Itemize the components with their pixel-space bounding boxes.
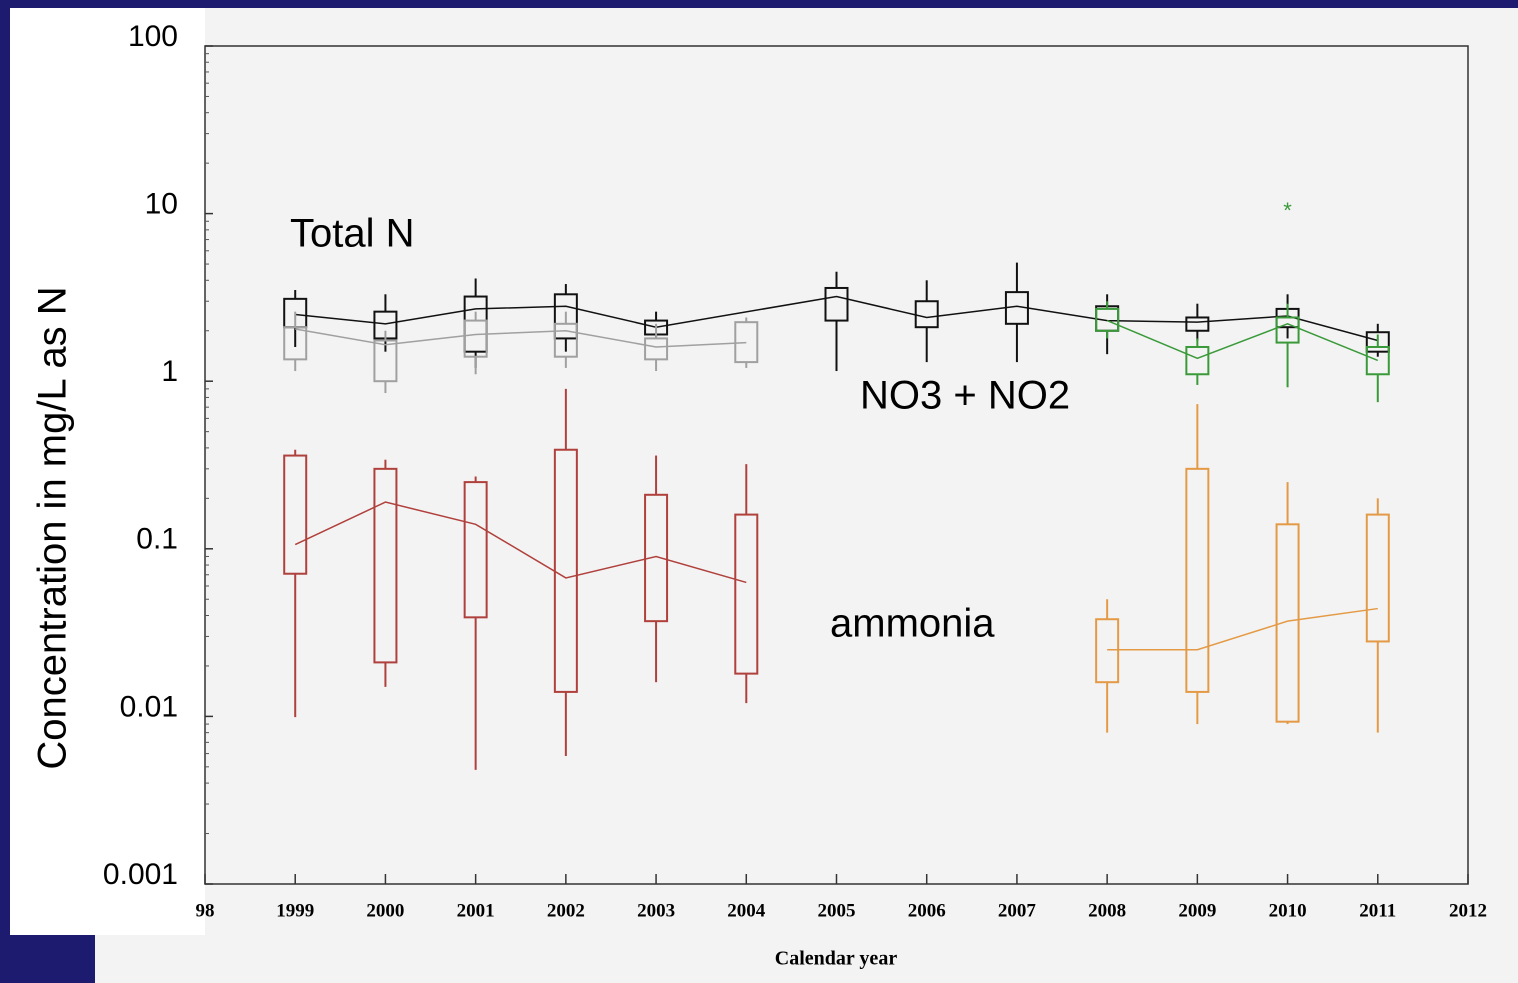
annotation: Total N	[290, 212, 415, 256]
y-axis-label: Concentration in mg/L as N	[31, 286, 75, 769]
x-tick-label: 2002	[547, 900, 585, 921]
x-tick-label: 2009	[1178, 900, 1216, 921]
x-axis-label: Calendar year	[775, 948, 898, 970]
box	[373, 339, 398, 383]
x-tick-label: 2003	[637, 900, 675, 921]
box	[644, 337, 669, 361]
corner	[10, 935, 95, 983]
y-tick-label: 100	[128, 20, 178, 53]
x-tick-label: 2007	[998, 900, 1037, 921]
box	[1185, 467, 1210, 693]
x-tick-label: 2004	[727, 900, 766, 921]
y-tick-label: 0.1	[136, 523, 178, 556]
box	[283, 454, 308, 575]
box	[824, 286, 849, 322]
x-tick-label: 2006	[908, 900, 946, 921]
x-tick-label: 2000	[366, 900, 404, 921]
box	[1365, 345, 1390, 376]
box	[734, 321, 759, 364]
x-tick-label: 2010	[1269, 900, 1307, 921]
y-tick-label: 1	[161, 355, 178, 388]
box	[283, 326, 308, 361]
median-line	[1107, 607, 1378, 651]
x-tick-label: 2001	[457, 900, 495, 921]
box	[553, 322, 578, 358]
median-line	[295, 295, 1378, 342]
box	[734, 513, 759, 675]
box	[1095, 307, 1120, 332]
y-tick-label: 10	[145, 188, 178, 221]
x-tick-label: 1999	[276, 900, 314, 921]
x-tick-label: 2008	[1088, 900, 1126, 921]
annotation: NO3 + NO2	[860, 374, 1070, 418]
median-line	[295, 328, 747, 348]
outlier: *	[1283, 198, 1292, 223]
box	[1365, 331, 1390, 353]
annotation: ammonia	[830, 602, 995, 646]
x-tick-label: 2012	[1449, 900, 1487, 921]
box	[1275, 316, 1300, 344]
x-tick-label: 2011	[1359, 900, 1396, 921]
box	[463, 319, 488, 358]
x-tick-label: 98	[196, 900, 215, 921]
label-background	[10, 8, 205, 935]
box	[1185, 316, 1210, 332]
plot-background	[10, 8, 1518, 983]
median-line	[1106, 319, 1379, 362]
box	[1365, 513, 1390, 643]
median-line	[294, 501, 747, 584]
y-tick-label: 0.001	[103, 858, 178, 891]
box	[1275, 523, 1300, 723]
box	[553, 293, 578, 340]
x-tick-label: 2005	[818, 900, 856, 921]
box	[1095, 618, 1120, 684]
box	[373, 467, 398, 664]
box	[1185, 345, 1210, 376]
y-tick-label: 0.01	[120, 690, 178, 723]
box	[463, 481, 488, 619]
box	[644, 493, 669, 623]
